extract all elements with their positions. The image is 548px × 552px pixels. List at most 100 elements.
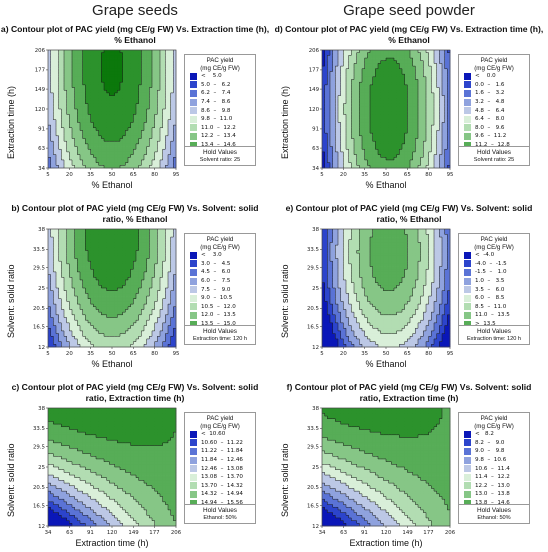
contour-cell bbox=[165, 96, 168, 99]
contour-cell bbox=[133, 280, 136, 283]
contour-cell bbox=[165, 117, 168, 120]
contour-cell bbox=[160, 234, 163, 237]
contour-cell bbox=[128, 312, 131, 315]
contour-cell bbox=[77, 104, 80, 107]
contour-cell bbox=[168, 128, 171, 131]
contour-cell bbox=[109, 331, 112, 334]
contour-cell bbox=[160, 133, 163, 136]
contour-cell bbox=[75, 250, 78, 253]
contour-cell bbox=[141, 66, 144, 69]
contour-cell bbox=[133, 272, 136, 275]
contour-cell bbox=[155, 160, 158, 163]
contour-cell bbox=[88, 96, 91, 99]
contour-cell bbox=[123, 101, 126, 104]
contour-cell bbox=[69, 326, 72, 329]
contour-cell bbox=[109, 61, 112, 64]
contour-cell bbox=[171, 320, 174, 323]
contour-cell bbox=[56, 157, 59, 160]
contour-cell bbox=[147, 296, 150, 299]
contour-cell bbox=[117, 275, 120, 278]
contour-cell bbox=[93, 117, 96, 120]
contour-cell bbox=[101, 77, 104, 80]
contour-cell bbox=[107, 80, 110, 83]
contour-cell bbox=[53, 299, 56, 302]
contour-cell bbox=[85, 71, 88, 74]
contour-cell bbox=[168, 85, 171, 88]
contour-cell bbox=[112, 106, 115, 109]
contour-cell bbox=[107, 296, 110, 299]
contour-cell bbox=[77, 296, 80, 299]
contour-cell bbox=[112, 53, 115, 56]
contour-cell bbox=[107, 55, 110, 58]
contour-cell bbox=[107, 248, 110, 251]
contour-cell bbox=[165, 234, 168, 237]
contour-cell bbox=[101, 147, 104, 150]
contour-cell bbox=[131, 157, 134, 160]
contour-cell bbox=[144, 280, 147, 283]
contour-cell bbox=[61, 242, 64, 245]
contour-cell bbox=[168, 136, 171, 139]
contour-cell bbox=[112, 312, 115, 315]
contour-cell bbox=[51, 74, 54, 77]
contour-cell bbox=[163, 117, 166, 120]
contour-cell bbox=[56, 117, 59, 120]
contour-cell bbox=[104, 272, 107, 275]
contour-cell bbox=[128, 152, 131, 155]
contour-cell bbox=[96, 301, 99, 304]
contour-cell bbox=[112, 122, 115, 125]
contour-cell bbox=[53, 229, 56, 232]
contour-cell bbox=[128, 245, 131, 248]
contour-cell bbox=[123, 96, 126, 99]
contour-cell bbox=[104, 160, 107, 163]
contour-cell bbox=[80, 315, 83, 318]
contour-cell bbox=[157, 293, 160, 296]
contour-cell bbox=[96, 293, 99, 296]
contour-cell bbox=[128, 112, 131, 115]
contour-cell bbox=[96, 323, 99, 326]
contour-cell bbox=[149, 109, 152, 112]
contour-cell bbox=[107, 133, 110, 136]
contour-cell bbox=[147, 125, 150, 128]
contour-cell bbox=[120, 155, 123, 158]
contour-cell bbox=[101, 301, 104, 304]
contour-cell bbox=[53, 93, 56, 96]
contour-cell bbox=[147, 114, 150, 117]
contour-cell bbox=[85, 272, 88, 275]
contour-cell bbox=[75, 69, 78, 72]
contour-cell bbox=[77, 232, 80, 235]
contour-cell bbox=[104, 309, 107, 312]
contour-cell bbox=[115, 55, 118, 58]
contour-cell bbox=[120, 157, 123, 160]
contour-cell bbox=[120, 152, 123, 155]
contour-cell bbox=[107, 66, 110, 69]
contour-cell bbox=[117, 152, 120, 155]
contour-cell bbox=[155, 285, 158, 288]
contour-cell bbox=[91, 299, 94, 302]
contour-cell bbox=[107, 234, 110, 237]
contour-cell bbox=[131, 66, 134, 69]
contour-cell bbox=[104, 80, 107, 83]
contour-cell bbox=[53, 288, 56, 291]
contour-cell bbox=[157, 93, 160, 96]
contour-cell bbox=[165, 147, 168, 150]
contour-cell bbox=[91, 144, 94, 147]
contour-cell bbox=[69, 237, 72, 240]
contour-cell bbox=[59, 318, 62, 321]
contour-cell bbox=[117, 80, 120, 83]
contour-cell bbox=[64, 331, 67, 334]
contour-cell bbox=[104, 283, 107, 286]
contour-cell bbox=[165, 296, 168, 299]
contour-cell bbox=[75, 160, 78, 163]
contour-cell bbox=[75, 275, 78, 278]
contour-cell bbox=[165, 77, 168, 80]
contour-cell bbox=[139, 90, 142, 93]
contour-cell bbox=[64, 122, 67, 125]
contour-cell bbox=[152, 234, 155, 237]
contour-cell bbox=[112, 160, 115, 163]
contour-cell bbox=[163, 331, 166, 334]
contour-cell bbox=[104, 339, 107, 342]
contour-cell bbox=[139, 128, 142, 131]
contour-cell bbox=[112, 101, 115, 104]
contour-cell bbox=[125, 336, 128, 339]
contour-cell bbox=[144, 157, 147, 160]
